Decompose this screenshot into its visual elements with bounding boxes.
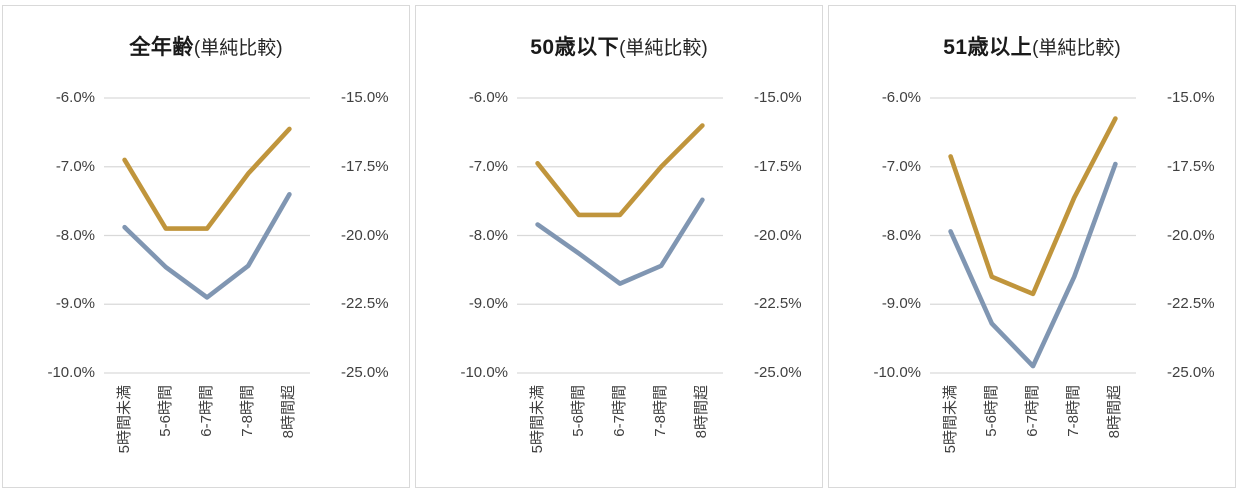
y-axis-left-tick: -7.0% — [55, 157, 95, 175]
y-axis-left-tick: -7.0% — [881, 157, 921, 175]
x-axis-label: 5時間未満 — [115, 385, 133, 454]
y-axis-left-tick: -10.0% — [460, 364, 508, 381]
chart-title-main: 全年齢 — [129, 36, 194, 59]
chart-title: 全年齢(単純比較) — [3, 34, 409, 64]
y-axis-left-tick: -9.0% — [881, 295, 921, 313]
y-axis-right-tick: -15.0% — [1167, 89, 1215, 106]
y-axis-left-tick: -9.0% — [55, 295, 95, 313]
y-axis-left-tick: -10.0% — [873, 364, 921, 381]
y-axis-left-tick: -7.0% — [468, 157, 508, 175]
y-axis-right-tick: -17.5% — [754, 157, 802, 175]
x-axis-label: 6-7時間 — [1024, 385, 1041, 437]
x-axis-label: 7-8時間 — [1065, 385, 1083, 437]
y-axis-right-tick: -22.5% — [1167, 295, 1215, 313]
y-axis-right-tick: -20.0% — [754, 226, 802, 244]
y-axis-right-tick: -15.0% — [754, 89, 802, 106]
y-axis-right-tick: -22.5% — [341, 295, 389, 313]
x-axis-label: 5時間未満 — [528, 385, 546, 454]
y-axis-left-tick: -6.0% — [881, 89, 921, 106]
y-axis-left-tick: -8.0% — [881, 226, 921, 244]
x-axis-label: 7-8時間 — [652, 385, 670, 437]
chart-title-main: 50歳以下 — [530, 36, 620, 59]
x-axis-label: 5-6時間 — [156, 385, 174, 437]
x-axis-label: 6-7時間 — [611, 385, 628, 437]
y-axis-right-tick: -25.0% — [1167, 364, 1215, 381]
x-axis-label: 6-7時間 — [198, 385, 215, 437]
series-line-blue-gray — [122, 192, 292, 300]
y-axis-left-tick: -8.0% — [55, 226, 95, 244]
series-line-gold — [122, 126, 292, 231]
y-axis-left-tick: -8.0% — [468, 226, 508, 244]
series-line-blue-gray — [535, 197, 705, 286]
chart-title-suffix: (単純比較) — [1032, 38, 1121, 59]
series-line-blue-gray — [948, 161, 1118, 369]
chart-panel-all-ages: 全年齢(単純比較) -6.0% -7.0% -8.0% -9.0% -10.0% -15.… — [2, 5, 410, 488]
x-axis-label: 8時間超 — [1106, 385, 1124, 439]
chart-panel-age-51-over: 51歳以上(単純比較) -6.0% -7.0% -8.0% -9.0% -10.0% -1… — [828, 5, 1236, 488]
chart-panel-age-50-under: 50歳以下(単純比較) -6.0% -7.0% -8.0% -9.0% -10.0% -1… — [415, 5, 823, 488]
x-axis-label: 8時間超 — [693, 385, 711, 439]
x-axis-label: 7-8時間 — [239, 385, 257, 437]
chart-title: 51歳以上(単純比較) — [829, 34, 1235, 64]
y-axis-right-tick: -25.0% — [341, 364, 389, 381]
series-line-gold — [535, 123, 705, 218]
chart-title-main: 51歳以上 — [943, 36, 1033, 59]
x-axis-label: 5時間未満 — [941, 385, 959, 454]
y-axis-left-tick: -10.0% — [47, 364, 95, 381]
series-line-gold — [948, 116, 1118, 297]
y-axis-right-tick: -15.0% — [341, 89, 389, 106]
x-axis-label: 8時間超 — [280, 385, 298, 439]
chart-title-suffix: (単純比較) — [193, 38, 283, 59]
x-axis-label: 5-6時間 — [982, 385, 1000, 437]
y-axis-right-tick: -17.5% — [1167, 157, 1215, 175]
y-axis-left-tick: -6.0% — [468, 89, 508, 106]
y-axis-right-tick: -22.5% — [754, 295, 802, 313]
y-axis-left-tick: -9.0% — [468, 295, 508, 313]
y-axis-left-tick: -6.0% — [55, 89, 95, 106]
chart-title-suffix: (単純比較) — [619, 38, 708, 59]
chart-title: 50歳以下(単純比較) — [416, 34, 822, 64]
y-axis-right-tick: -25.0% — [754, 364, 802, 381]
y-axis-right-tick: -20.0% — [341, 226, 389, 244]
x-axis-label: 5-6時間 — [569, 385, 587, 437]
y-axis-right-tick: -20.0% — [1167, 226, 1215, 244]
y-axis-right-tick: -17.5% — [341, 157, 389, 175]
